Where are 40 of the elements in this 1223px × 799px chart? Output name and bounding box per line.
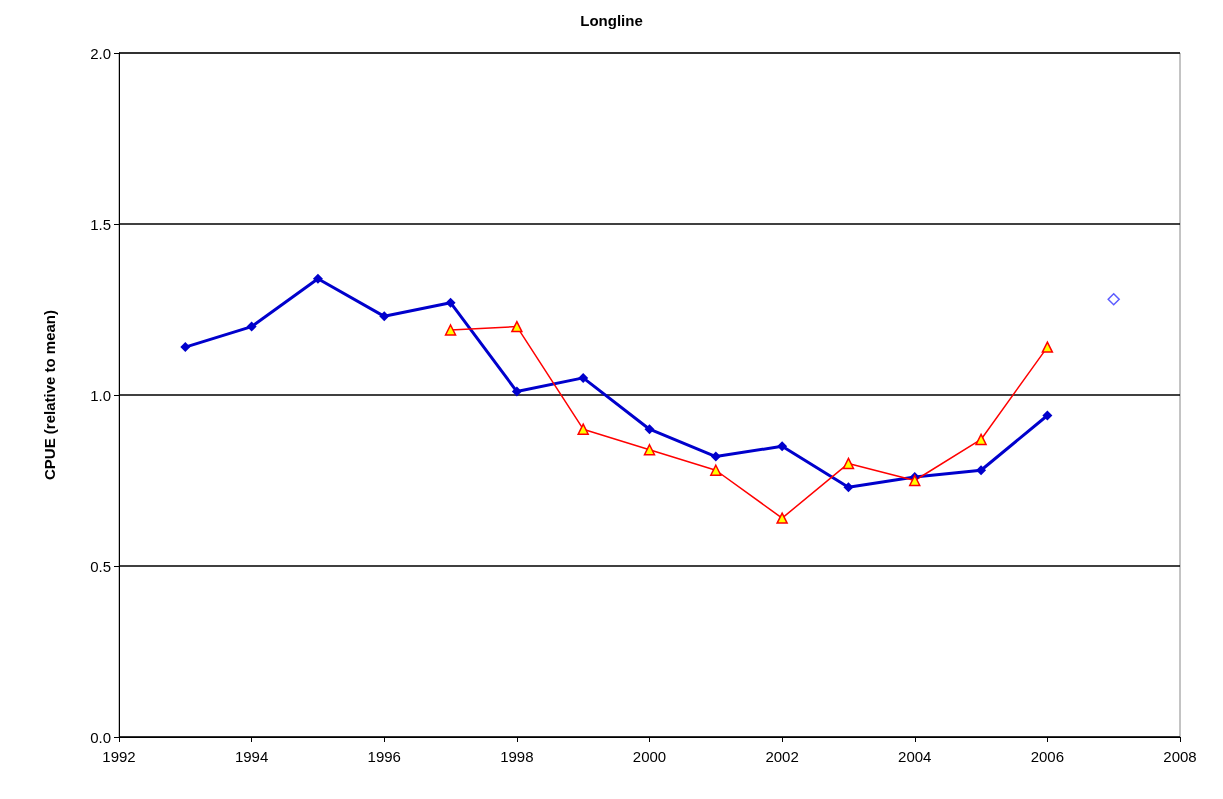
x-tick-label: 1992	[102, 748, 136, 765]
point	[246, 321, 257, 332]
point	[710, 464, 722, 476]
point	[776, 512, 788, 524]
point	[444, 324, 457, 336]
x-tick-label: 2002	[765, 748, 799, 765]
x-tick-label: 2004	[898, 748, 932, 765]
x-tick-label: 2000	[632, 748, 667, 765]
x-tick-label: 2008	[1163, 748, 1197, 765]
point	[379, 311, 390, 322]
point	[511, 320, 523, 333]
y-tick-label: 0.5	[90, 557, 111, 575]
y-axis-title: CPUE (relative to mean)	[41, 309, 58, 481]
point	[644, 424, 655, 435]
point	[511, 386, 522, 397]
point	[909, 474, 921, 487]
point	[1042, 410, 1053, 421]
x-tick-label: 1994	[234, 748, 269, 765]
point	[312, 273, 323, 284]
point	[1107, 292, 1120, 306]
point	[643, 443, 656, 456]
point	[976, 465, 987, 476]
point	[577, 423, 589, 435]
y-tick-label: 1.0	[90, 386, 111, 404]
x-tick-label: 1996	[367, 748, 401, 765]
point	[1041, 341, 1054, 353]
point	[445, 297, 456, 308]
point	[180, 342, 191, 353]
point	[777, 441, 788, 452]
point	[975, 433, 987, 446]
x-tick-label: 1998	[500, 748, 534, 765]
y-tick-label: 0.0	[90, 728, 111, 746]
x-tick-label: 2006	[1030, 748, 1065, 765]
point	[843, 482, 854, 493]
chart-title: Longline	[580, 12, 643, 29]
point	[578, 372, 589, 383]
point	[842, 457, 855, 470]
y-tick-label: 2.0	[90, 44, 111, 62]
point	[710, 451, 721, 462]
y-tick-label: 1.5	[90, 215, 111, 233]
